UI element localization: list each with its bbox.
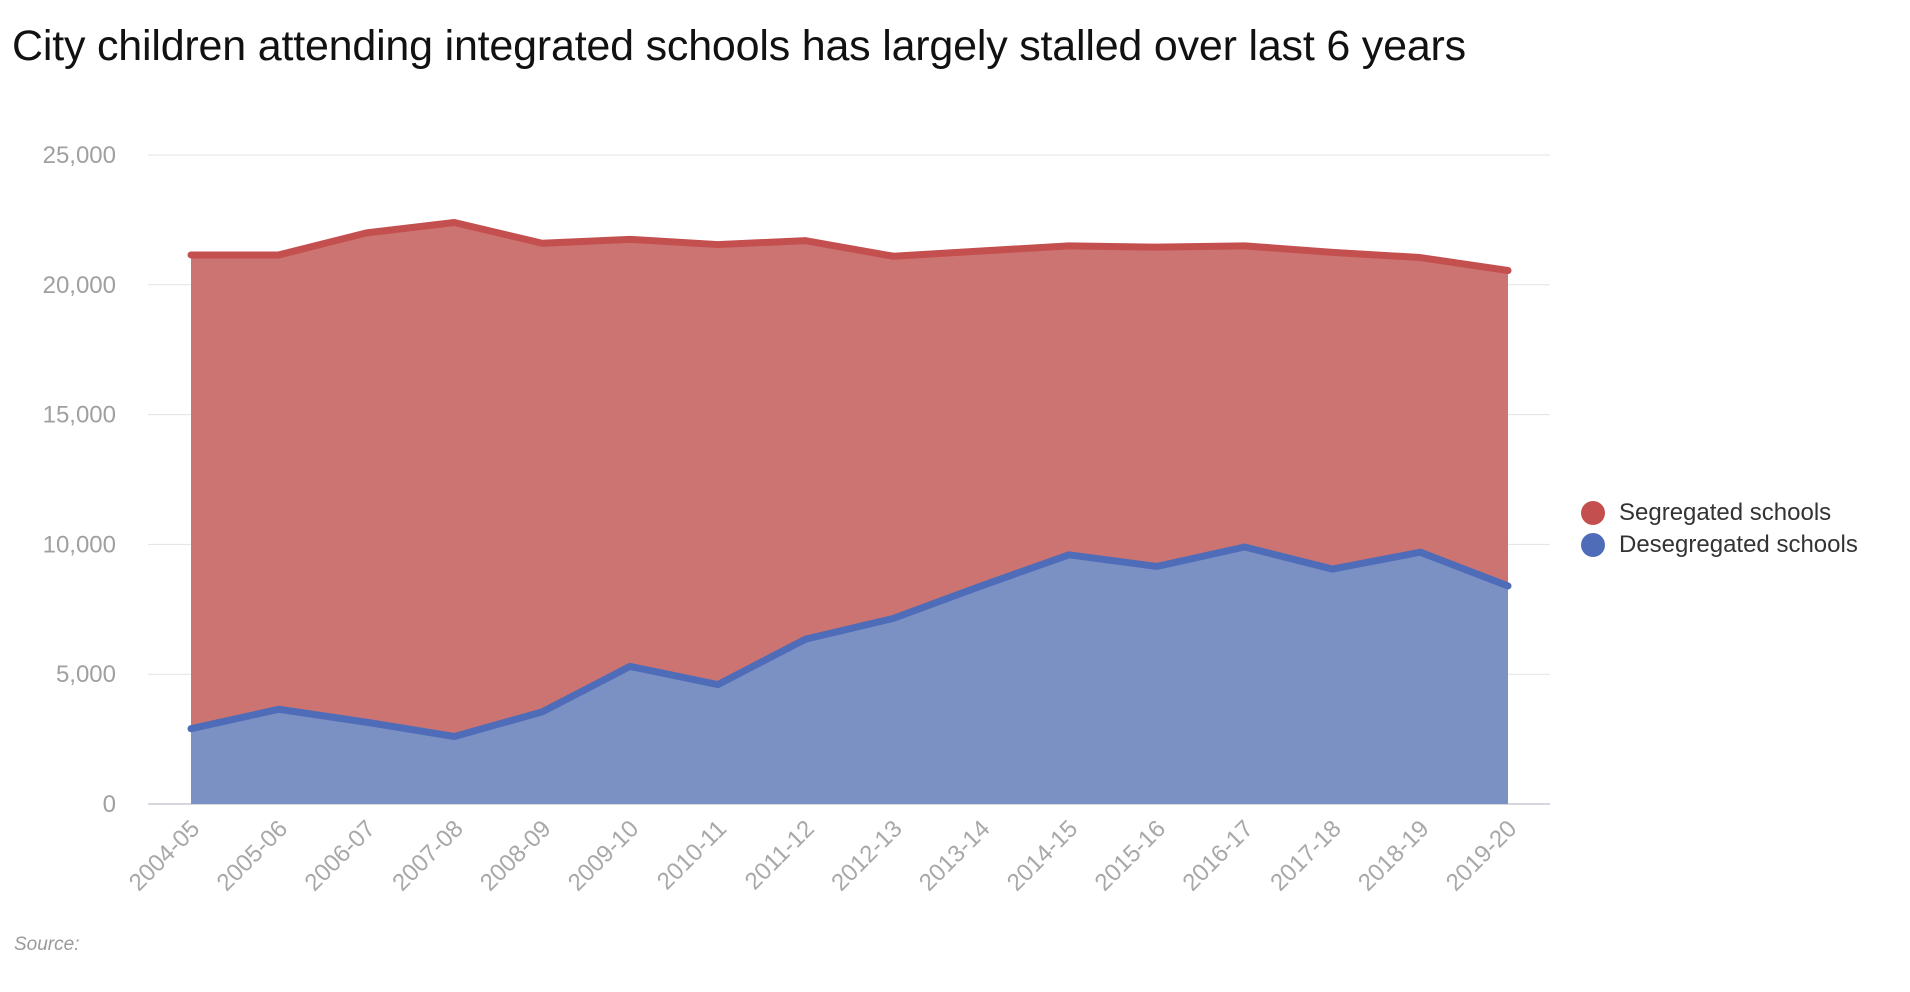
source-note: Source: [14, 934, 80, 955]
x-tick-label: 2010-11 [652, 815, 732, 895]
x-tick-label: 2006-07 [299, 815, 380, 896]
y-tick-label: 20,000 [43, 272, 116, 299]
x-tick-label: 2015-16 [1090, 815, 1171, 896]
line-segregated-schools[interactable] [187, 218, 1512, 275]
x-tick-label: 2007-08 [387, 815, 468, 896]
x-tick-label: 2017-18 [1265, 815, 1346, 896]
legend-item-desegregated[interactable]: Desegregated schools [1581, 529, 1858, 561]
legend-label-segregated: Segregated schools [1619, 499, 1832, 526]
series-lines [187, 218, 1512, 741]
x-tick-label: 2012-13 [826, 815, 907, 896]
y-axis-ticks: 0 5,000 10,000 15,000 20,000 25,000 [43, 142, 116, 818]
x-tick-label: 2013-14 [914, 815, 995, 896]
y-tick-label: 15,000 [43, 402, 116, 429]
x-tick-label: 2005-06 [212, 815, 293, 896]
x-tick-label: 2004-05 [124, 815, 205, 896]
y-tick-label: 0 [103, 791, 116, 818]
x-tick-label: 2016-17 [1177, 815, 1258, 896]
x-tick-label: 2018-19 [1353, 815, 1434, 896]
y-tick-label: 10,000 [43, 531, 116, 558]
area-desegregated-schools[interactable] [191, 546, 1508, 804]
x-axis-ticks: 2004-05 2005-06 2006-07 2007-08 2008-09 2009-… [124, 815, 1522, 896]
x-tick-label: 2008-09 [475, 815, 556, 896]
legend-label-desegregated: Desegregated schools [1619, 531, 1858, 558]
area-segregated-schools[interactable] [191, 222, 1508, 737]
legend-dot-segregated [1581, 501, 1605, 525]
area-layers [191, 222, 1508, 804]
x-tick-label: 2009-10 [563, 815, 644, 896]
line-desegregated-schools[interactable] [187, 543, 1512, 741]
legend: Segregated schools Desegregated schools [1581, 497, 1858, 561]
x-tick-label: 2014-15 [1002, 815, 1083, 896]
x-tick-label: 2019-20 [1441, 815, 1522, 896]
x-tick-label: 2011-12 [740, 815, 820, 895]
chart-title: City children attending integrated schoo… [12, 22, 1466, 70]
legend-dot-desegregated [1581, 533, 1605, 557]
y-tick-label: 25,000 [43, 142, 116, 169]
legend-item-segregated[interactable]: Segregated schools [1581, 497, 1858, 529]
y-tick-label: 5,000 [56, 661, 116, 688]
